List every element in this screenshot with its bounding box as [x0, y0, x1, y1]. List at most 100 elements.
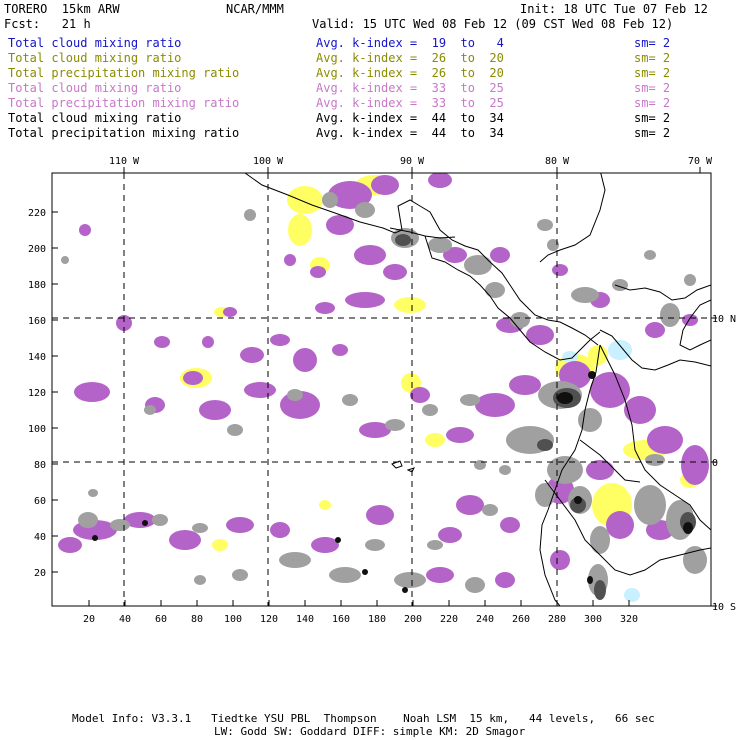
cloud-patch [443, 247, 467, 263]
legend-label-7: Total precipitation mixing ratio [8, 126, 240, 140]
cloud-patch [92, 535, 98, 541]
legend-index-7: Avg. k-index = 44 to 34 [316, 126, 504, 140]
legend-sm-1: sm= 2 [634, 36, 671, 50]
cloud-patch [342, 394, 358, 406]
cloud-patch [495, 572, 515, 588]
cloud-patch [326, 215, 354, 235]
x-tick-label: 120 [260, 614, 278, 625]
cloud-patch [244, 209, 256, 221]
cloud-patch [110, 519, 130, 531]
cloud-patch [328, 181, 372, 209]
cloud-patch [192, 523, 208, 533]
legend-sm-2: sm= 2 [634, 51, 671, 65]
legend-label-1: Total cloud mixing ratio [8, 36, 182, 50]
cloud-patch [232, 569, 248, 581]
cloud-patch [284, 254, 296, 266]
cloud-patch [194, 575, 206, 585]
longitude-label: 90 W [400, 156, 425, 167]
cloud-patch [587, 576, 593, 584]
y-tick-label: 100 [28, 424, 46, 435]
cloud-patch [590, 526, 610, 554]
cloud-patch [500, 517, 520, 533]
cloud-patch [562, 351, 578, 363]
cloud-patch [537, 439, 553, 451]
cloud-patch [485, 282, 505, 298]
cloud-patch [394, 572, 426, 588]
longitude-label: 80 W [545, 156, 570, 167]
x-tick-label: 60 [155, 614, 167, 625]
cloud-patch [624, 588, 640, 602]
cloud-patch [322, 192, 338, 208]
cloud-patch [402, 587, 408, 593]
longitude-label: 100 W [253, 156, 284, 167]
cloud-patch [537, 219, 553, 231]
cloud-patch [345, 292, 385, 308]
cloud-patch [315, 302, 335, 314]
x-tick-label: 180 [368, 614, 386, 625]
cloud-patch [240, 347, 264, 363]
cloud-patch [287, 186, 323, 214]
cloud-patch [681, 445, 709, 485]
legend-index-4: Avg. k-index = 33 to 25 [316, 81, 504, 95]
cloud-patch [552, 264, 568, 276]
x-tick-label: 160 [332, 614, 350, 625]
coastlines [244, 173, 711, 606]
cloud-field [58, 173, 709, 602]
y-tick-label: 220 [28, 208, 46, 219]
cloud-patch [371, 175, 399, 195]
cloud-patch [644, 250, 656, 260]
cloud-patch [526, 325, 554, 345]
cloud-patch [684, 274, 696, 286]
cloud-patch [426, 567, 454, 583]
legend-index-2: Avg. k-index = 26 to 20 [316, 51, 504, 65]
cloud-patch [510, 312, 530, 328]
cloud-patch [422, 404, 438, 416]
y-tick-label: 140 [28, 352, 46, 363]
cloud-patch [61, 256, 69, 264]
cloud-patch [647, 426, 683, 454]
cloud-patch [475, 393, 515, 417]
cloud-patch [612, 279, 628, 291]
weather-map: 20 40 60 80 100 120 140 160 180 200 220 240 260 280 30… [28, 156, 736, 625]
cloud-patch [332, 344, 348, 356]
legend-index-6: Avg. k-index = 44 to 34 [316, 111, 504, 125]
cloud-patch [608, 340, 632, 360]
cloud-patch [116, 315, 132, 331]
cloud-patch [482, 504, 498, 516]
center-name: NCAR/MMM [226, 2, 284, 16]
x-tick-label: 240 [476, 614, 494, 625]
cloud-patch [355, 202, 375, 218]
legend-label-5: Total precipitation mixing ratio [8, 96, 240, 110]
cloud-patch [152, 514, 168, 526]
x-tick-label: 320 [620, 614, 638, 625]
cloud-patch [183, 371, 203, 385]
cloud-patch [456, 495, 484, 515]
y-tick-label: 60 [34, 496, 46, 507]
legend-index-1: Avg. k-index = 19 to 4 [316, 36, 504, 50]
cloud-patch [428, 173, 452, 188]
cloud-patch [311, 537, 339, 553]
map-frame [51, 172, 712, 607]
cloud-patch [425, 433, 445, 447]
cloud-patch [570, 497, 586, 513]
cloud-patch [624, 396, 656, 424]
legend-label-6: Total cloud mixing ratio [8, 111, 182, 125]
latitude-label: 10 S [712, 602, 736, 613]
cloud-patch [244, 382, 276, 398]
cloud-patch [319, 500, 331, 510]
cloud-patch [383, 264, 407, 280]
model-info-line2: LW: Godd SW: Goddard DIFF: simple KM: 2D… [214, 725, 526, 738]
legend-sm-4: sm= 2 [634, 81, 671, 95]
legend-index-3: Avg. k-index = 26 to 20 [316, 66, 504, 80]
cloud-patch [227, 424, 243, 436]
cloud-patch [557, 392, 573, 404]
y-tick-label: 20 [34, 568, 46, 579]
cloud-patch [586, 460, 614, 480]
cloud-patch [359, 422, 391, 438]
cloud-patch [446, 427, 474, 443]
cloud-patch [142, 520, 148, 526]
x-tick-label: 300 [584, 614, 602, 625]
cloud-patch [78, 512, 98, 528]
init-time: Init: 18 UTC Tue 07 Feb 12 [520, 2, 708, 16]
cloud-patch [88, 489, 98, 497]
